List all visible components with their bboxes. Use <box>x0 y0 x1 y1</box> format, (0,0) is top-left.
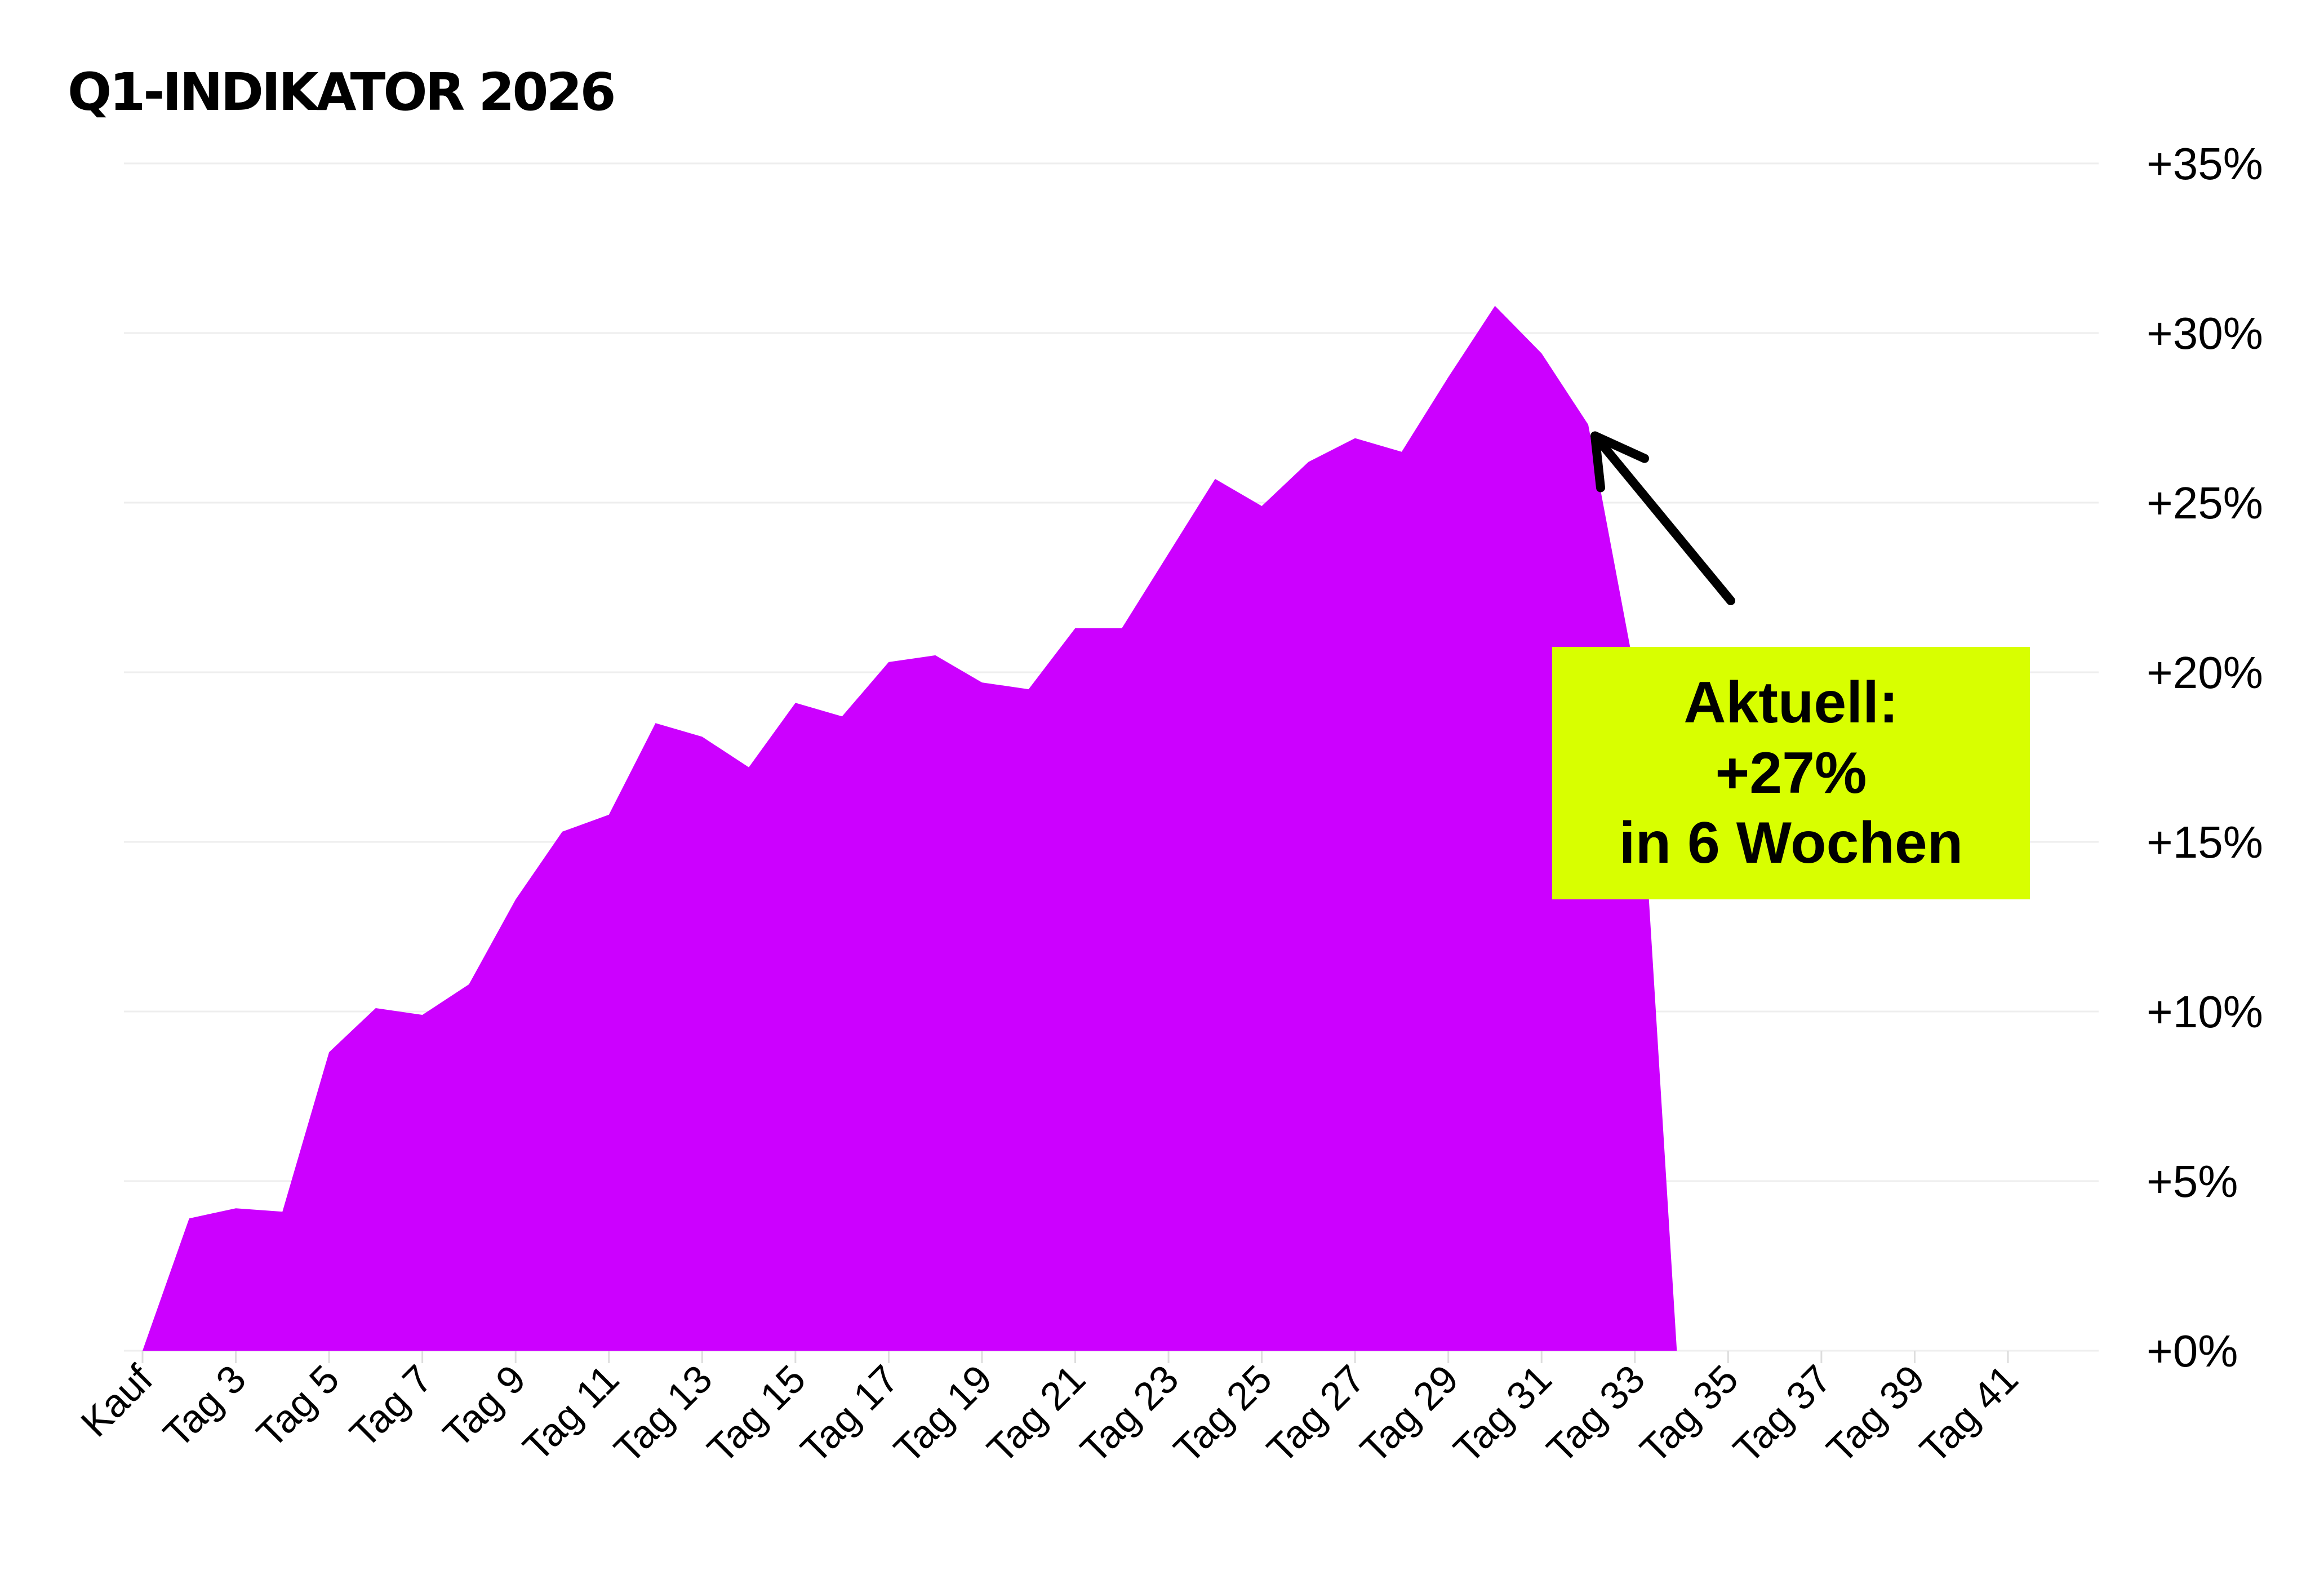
x-tick-label: Tag 31 <box>1445 1356 1560 1471</box>
y-tick-label: +10% <box>2147 987 2263 1037</box>
annotation-callout: Aktuell: +27% in 6 Wochen <box>1552 647 2030 899</box>
x-tick-label: Tag 37 <box>1725 1356 1840 1471</box>
x-tick-label: Tag 25 <box>1165 1356 1280 1471</box>
y-tick-label: +5% <box>2147 1156 2238 1206</box>
x-tick-label: Tag 7 <box>341 1356 441 1456</box>
x-tick-label: Tag 27 <box>1259 1356 1374 1471</box>
arrow-head <box>1590 431 1650 493</box>
arrow-shaft <box>1590 431 1735 605</box>
y-tick-label: +0% <box>2147 1326 2238 1376</box>
x-tick-label: Tag 15 <box>699 1356 814 1471</box>
callout-line-1: Aktuell: <box>1683 669 1899 735</box>
y-axis-ticks: +0% +5% +10% +15% +20% +25% +30% +35% <box>2147 139 2263 1376</box>
annotation-arrow <box>1590 431 1735 605</box>
x-tick-label: Tag 21 <box>979 1356 1094 1471</box>
x-tick-label: Tag 5 <box>248 1356 347 1456</box>
chart-title: Q1-INDIKATOR 2026 <box>68 62 616 122</box>
x-tick-label: Tag 11 <box>514 1356 627 1469</box>
x-tick-label: Tag 19 <box>886 1356 1001 1471</box>
area-fill <box>143 305 1677 1351</box>
y-tick-label: +35% <box>2147 139 2263 189</box>
callout-line-2: +27% <box>1715 740 1867 806</box>
callout-line-3: in 6 Wochen <box>1619 810 1963 876</box>
x-tick-label: Tag 13 <box>606 1356 721 1471</box>
y-tick-label: +25% <box>2147 478 2263 528</box>
x-tick-label: Kauf <box>73 1356 161 1445</box>
y-tick-label: +15% <box>2147 817 2263 867</box>
y-tick-label: +20% <box>2147 647 2263 698</box>
x-tick-label: Tag 29 <box>1352 1356 1467 1471</box>
x-tick-label: Tag 23 <box>1072 1356 1187 1471</box>
x-tick-label: Tag 33 <box>1539 1356 1654 1471</box>
area-series <box>143 305 1677 1351</box>
x-tick-label: Tag 39 <box>1818 1356 1933 1471</box>
x-tick-label: Tag 3 <box>155 1356 254 1456</box>
y-tick-label: +30% <box>2147 308 2263 358</box>
x-tick-label: Tag 35 <box>1632 1356 1747 1471</box>
x-tick-label: Tag 41 <box>1912 1356 2027 1471</box>
x-tick-label: Tag 17 <box>792 1356 907 1471</box>
